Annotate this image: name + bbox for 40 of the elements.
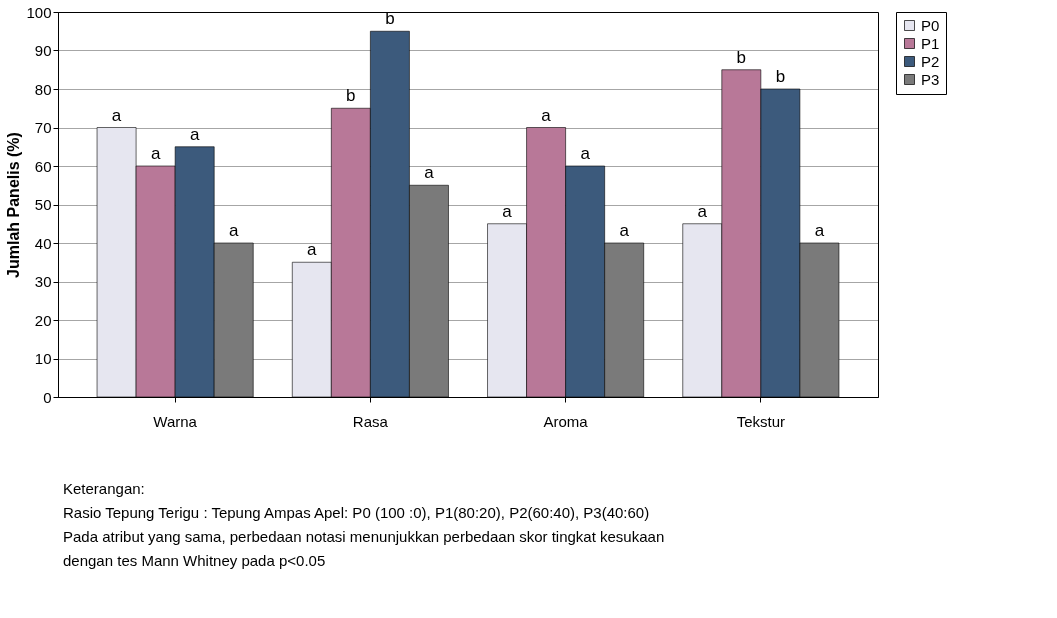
- y-tick-label: 100: [26, 3, 52, 21]
- legend-label: P2: [921, 52, 940, 70]
- legend-label: P3: [921, 70, 940, 88]
- data-label: a: [307, 240, 318, 260]
- text: Pada atribut yang sama, perbedaan notasi menunjukkan perbedaan skor tingkat kesukaan: [63, 528, 665, 545]
- data-label: b: [346, 86, 356, 106]
- y-tick-label: 0: [43, 388, 52, 406]
- y-tick-label: 30: [34, 273, 52, 290]
- legend-label: P0: [921, 16, 940, 34]
- data-label: b: [385, 9, 395, 29]
- y-tick-label: 40: [34, 234, 52, 252]
- text: Rasio Tepung Terigu : Tepung Ampas Apel: P0 (100 :0), P1(80:20), P2(60:40), P3(40:60): [63, 504, 650, 521]
- y-tick-label: 50: [34, 196, 52, 213]
- data-label: a: [814, 221, 825, 240]
- y-tick-label: 10: [34, 350, 52, 367]
- x-tick-label: Aroma: [543, 412, 589, 430]
- y-tick-label: 80: [34, 80, 52, 98]
- data-label: a: [189, 124, 200, 144]
- data-label: a: [580, 144, 591, 163]
- data-label: a: [697, 201, 708, 221]
- x-tick-label: Rasa: [352, 412, 389, 430]
- x-tick-label: Tekstur: [736, 412, 786, 430]
- data-label: a: [150, 144, 161, 163]
- data-label: a: [228, 221, 239, 240]
- text: Keterangan:: [63, 480, 145, 497]
- x-tick-label: Warna: [153, 412, 198, 430]
- data-label: a: [424, 163, 435, 183]
- y-tick-label: 20: [34, 311, 52, 329]
- y-tick-label: 60: [34, 157, 52, 175]
- y-axis-title: Jumlah Panelis (%): [5, 132, 23, 278]
- data-label: b: [736, 47, 747, 67]
- text: dengan tes Mann Whitney pada p<0.05: [63, 552, 326, 569]
- data-label: a: [111, 105, 122, 125]
- legend-label: P1: [921, 34, 940, 52]
- data-label: b: [775, 67, 786, 86]
- y-tick-label: 70: [34, 119, 52, 136]
- data-label: a: [541, 105, 552, 125]
- data-label: a: [619, 221, 630, 240]
- data-label: a: [502, 201, 513, 221]
- y-tick-label: 90: [34, 42, 52, 59]
